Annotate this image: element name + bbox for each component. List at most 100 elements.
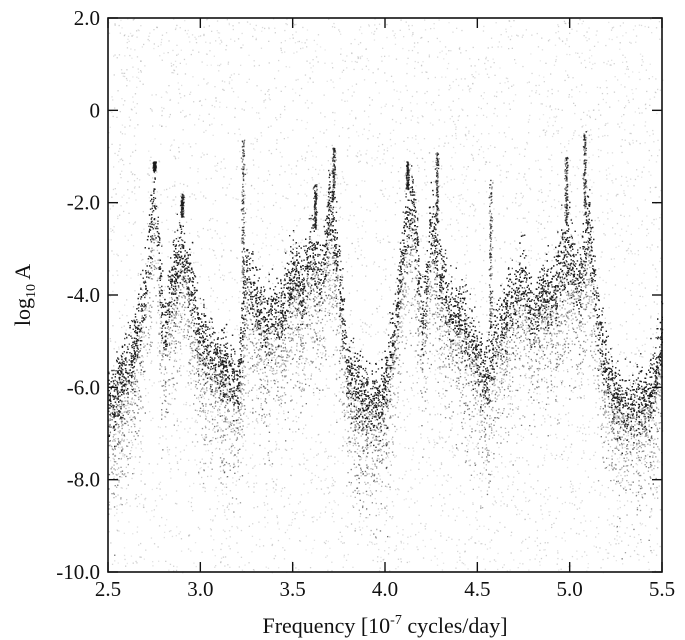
- data-point: [609, 524, 610, 525]
- data-point: [165, 126, 166, 127]
- data-point: [430, 465, 431, 466]
- data-point: [319, 183, 320, 184]
- data-point: [167, 451, 168, 452]
- data-point: [414, 46, 415, 47]
- data-point: [445, 228, 446, 229]
- data-point: [508, 485, 509, 486]
- data-point: [242, 419, 243, 420]
- data-point: [244, 109, 245, 110]
- data-point: [130, 33, 131, 34]
- data-point: [381, 107, 382, 108]
- data-point: [639, 309, 640, 310]
- data-point: [161, 97, 162, 98]
- data-point: [133, 473, 134, 474]
- data-point: [407, 149, 408, 150]
- data-point: [141, 494, 142, 495]
- data-point: [228, 546, 229, 547]
- data-point: [231, 80, 232, 81]
- data-point: [291, 396, 292, 397]
- data-point: [465, 263, 466, 264]
- data-point: [190, 389, 191, 390]
- data-point: [466, 373, 467, 374]
- data-point: [363, 493, 364, 494]
- data-point: [114, 282, 115, 283]
- data-point: [392, 369, 393, 370]
- data-point: [485, 164, 486, 165]
- data-point: [654, 97, 655, 98]
- data-point: [381, 113, 382, 114]
- data-point: [569, 54, 570, 55]
- data-point: [493, 219, 494, 220]
- data-point: [380, 557, 381, 558]
- data-point: [431, 270, 432, 271]
- data-point: [274, 236, 275, 237]
- data-point: [278, 540, 279, 541]
- data-point: [555, 45, 556, 46]
- data-point: [162, 295, 163, 296]
- data-point: [178, 323, 179, 324]
- data-point: [504, 242, 505, 243]
- data-point: [409, 29, 410, 30]
- data-point: [469, 385, 470, 386]
- data-point: [449, 199, 450, 200]
- data-point: [642, 296, 643, 297]
- data-point: [140, 70, 141, 71]
- data-point: [368, 379, 369, 380]
- data-point: [486, 162, 487, 163]
- data-point: [476, 301, 477, 302]
- data-point: [431, 213, 432, 214]
- data-point: [588, 384, 589, 385]
- data-point: [129, 55, 130, 56]
- data-point: [476, 115, 477, 116]
- data-point: [401, 241, 402, 242]
- data-point: [495, 466, 496, 467]
- data-point: [181, 85, 182, 86]
- data-point: [529, 347, 530, 348]
- data-point: [372, 99, 373, 100]
- data-point: [354, 347, 355, 348]
- data-point: [551, 455, 552, 456]
- data-point: [219, 102, 220, 103]
- data-point: [622, 325, 623, 326]
- data-point: [515, 202, 516, 203]
- data-point: [548, 125, 549, 126]
- data-point: [411, 523, 412, 524]
- data-point: [487, 490, 488, 491]
- data-point: [485, 478, 486, 479]
- data-point: [304, 248, 305, 249]
- data-point: [576, 86, 577, 87]
- data-point: [513, 559, 514, 560]
- data-point: [318, 453, 319, 454]
- data-point: [129, 41, 130, 42]
- data-point: [375, 203, 376, 204]
- data-point: [638, 254, 639, 255]
- data-point: [528, 262, 529, 263]
- data-point: [329, 310, 330, 311]
- data-point: [376, 28, 377, 29]
- data-point: [493, 298, 494, 299]
- data-point: [659, 39, 660, 40]
- data-point: [394, 320, 395, 321]
- data-point: [626, 321, 627, 322]
- data-point: [400, 412, 401, 413]
- data-point: [392, 105, 393, 106]
- data-point: [265, 375, 266, 376]
- data-point: [628, 163, 629, 164]
- data-point: [412, 390, 413, 391]
- data-point: [442, 447, 443, 448]
- data-point: [326, 451, 327, 452]
- data-point: [409, 302, 410, 303]
- data-point: [137, 531, 138, 532]
- data-point: [320, 442, 321, 443]
- data-point: [135, 561, 136, 562]
- data-point: [230, 272, 231, 273]
- data-point: [234, 386, 235, 387]
- data-point: [488, 77, 489, 78]
- data-point: [127, 189, 128, 190]
- data-point: [488, 337, 489, 338]
- data-point: [411, 488, 412, 489]
- data-point: [245, 101, 246, 102]
- data-point: [623, 190, 624, 191]
- data-point: [258, 522, 259, 523]
- data-point: [328, 388, 329, 389]
